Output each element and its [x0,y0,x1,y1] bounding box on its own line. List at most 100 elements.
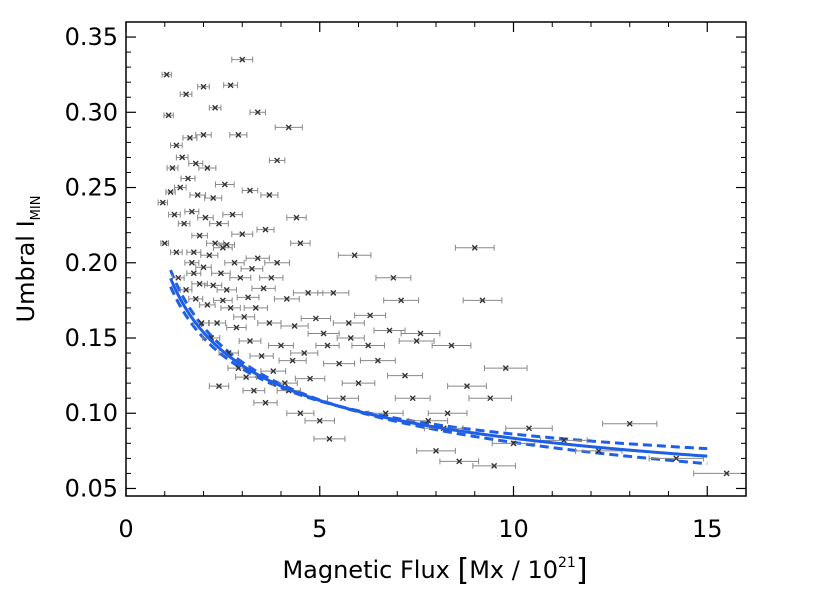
data-point [560,437,567,444]
data-point [417,330,424,337]
data-point [471,244,478,251]
data-point [425,417,432,424]
data-point [171,211,178,218]
data-point [312,315,319,322]
data-point [161,240,168,247]
data-point [173,142,180,149]
x-axis-title: Magnetic Flux [Mx / 1021] [282,553,587,588]
data-point [159,199,166,206]
data-point [177,184,184,191]
x-axis-title-unit: Mx / 10 [469,556,558,584]
data-point [223,286,230,293]
data-point [281,380,288,387]
data-point [365,342,372,349]
data-point [235,131,242,138]
data-point [330,289,337,296]
data-point [289,357,296,364]
data-point [390,274,397,281]
data-point [487,395,494,402]
data-point [433,447,439,454]
data-point [200,131,207,138]
data-point [270,368,277,375]
data-point [200,264,207,271]
data-point [297,240,304,247]
x-axis-bracket-open: [ [457,553,469,588]
data-point [212,104,219,111]
data-point [185,175,191,182]
data-point [247,187,253,194]
data-point [196,232,203,239]
data-point [250,387,257,394]
data-point [305,289,312,296]
x-tick-label: 0 [118,515,133,543]
data-point [227,304,234,311]
data-point [239,231,246,238]
y-tick-label: 0.15 [65,324,118,352]
data-point [223,241,230,248]
data-point [247,338,253,345]
data-point [595,447,602,454]
data-point [351,252,358,259]
data-point [479,297,486,304]
data-point [169,164,176,171]
data-point [175,274,182,281]
y-tick-label: 0.35 [65,23,118,51]
data-point [673,455,680,462]
data-point [243,374,250,381]
y-axis-title: Umbral IMIN [12,196,44,323]
data-point [229,211,236,218]
data-point [345,319,352,326]
data-point [252,304,259,311]
data-point [464,383,470,390]
data-point [283,295,290,302]
data-points [157,56,746,477]
data-point [307,375,314,382]
data-point [190,270,197,277]
data-point [297,410,304,417]
data-point [198,319,205,326]
data-point [402,372,408,379]
data-point [626,420,633,427]
data-point [723,470,730,477]
data-point [382,410,389,417]
data-point [526,425,532,432]
confidence-band [169,269,708,466]
data-point [355,380,362,387]
data-point [181,220,188,227]
data-point [444,410,451,417]
data-point [301,350,308,357]
data-point [194,192,201,199]
y-axis-title-sub: MIN [29,196,44,221]
data-point [219,297,226,304]
data-point [221,181,228,188]
data-point [192,160,199,167]
data-point [239,56,246,63]
data-point [386,327,393,334]
data-point [374,357,381,364]
confidence-band-lower [169,285,708,466]
x-tick-label: 10 [498,515,529,543]
fit-curve-group [169,277,708,458]
y-axis-title-main: Umbral I [12,220,40,322]
data-point [186,134,193,141]
data-point [183,91,190,98]
y-tick-label: 0.30 [65,98,118,126]
data-point [165,112,172,119]
data-point [248,265,255,272]
data-point [413,338,420,345]
tick-labels: 0 5 10 15 0.05 0.10 0.15 0.20 0.25 0.30 0.35 [65,23,723,543]
data-point [291,322,298,329]
data-point [262,399,269,406]
data-point [268,274,275,281]
data-point [233,324,240,331]
data-point [190,249,197,256]
data-point [210,195,217,202]
data-point [216,383,222,390]
data-point [200,83,207,90]
fit-curve [169,277,708,458]
data-point [274,259,281,266]
data-point [188,259,195,266]
y-tick-label: 0.05 [65,474,118,502]
data-point [491,462,498,469]
